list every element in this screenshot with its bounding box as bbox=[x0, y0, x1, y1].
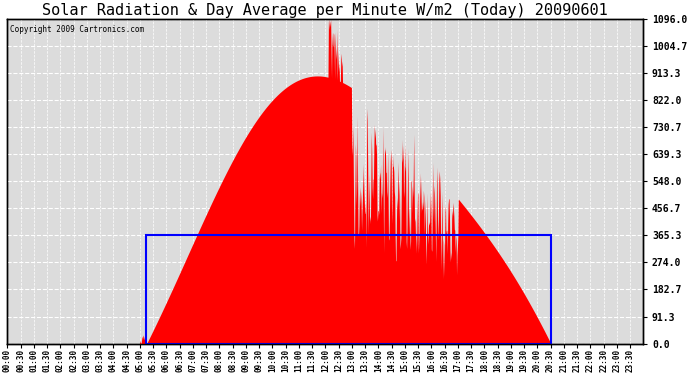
Bar bbox=[146, 236, 551, 344]
Title: Solar Radiation & Day Average per Minute W/m2 (Today) 20090601: Solar Radiation & Day Average per Minute… bbox=[42, 3, 608, 18]
Text: Copyright 2009 Cartronics.com: Copyright 2009 Cartronics.com bbox=[10, 26, 145, 34]
